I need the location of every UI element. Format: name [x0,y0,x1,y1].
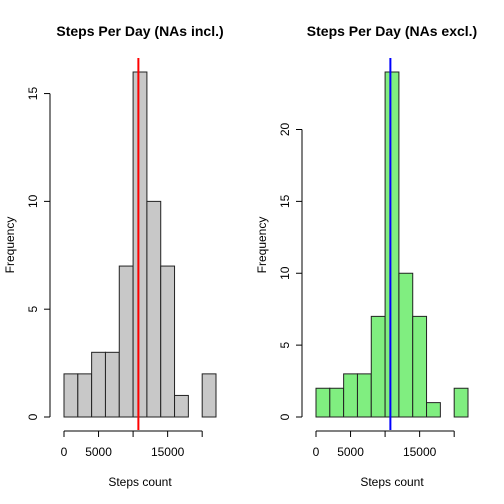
y-tick-label: 0 [26,413,40,420]
y-tick-label: 0 [278,413,292,420]
histogram-bar [91,351,106,418]
x-tick-label: 15000 [403,445,437,459]
y-tick-label: 15 [26,87,40,101]
histogram-bar [453,387,469,418]
histogram-panel-na-excluded: Steps Per Day (NAs excl.) Steps count Fr… [255,23,477,489]
y-axis: 0 5 10 15 [26,87,51,420]
histogram-bar [412,315,428,418]
histogram-bar [146,200,162,418]
histogram-panel-na-included: Steps Per Day (NAs incl.) Steps count Fr… [3,23,224,489]
histogram-bar [104,351,120,418]
histogram-bar [356,373,372,418]
histogram-bar [343,373,358,418]
histogram-bar [118,265,134,418]
chart-title: Steps Per Day (NAs excl.) [307,23,477,39]
histogram-bar [77,373,93,418]
y-tick-label: 20 [278,123,292,137]
histogram-bar [160,265,176,418]
histogram-bar [315,387,331,418]
y-tick-label: 10 [26,194,40,208]
bars [315,71,469,418]
x-axis-label: Steps count [360,475,424,489]
histogram-bar [174,394,189,418]
y-axis: 0 5 10 15 20 [278,123,303,420]
x-tick-label: 5000 [85,445,112,459]
chart-title: Steps Per Day (NAs incl.) [56,23,223,39]
histogram-bar [384,71,400,418]
y-axis-label: Frequency [255,217,269,274]
y-tick-label: 15 [278,194,292,208]
histogram-bar [329,387,345,418]
x-tick-label: 0 [313,445,320,459]
x-tick-label: 0 [61,445,68,459]
histogram-bar [132,71,148,418]
histogram-bar [370,315,386,418]
y-tick-label: 5 [278,341,292,348]
x-tick-label: 5000 [337,445,364,459]
histogram-bar [201,373,217,418]
histogram-bar [426,402,441,418]
bars [63,71,217,418]
y-axis-label: Frequency [3,217,17,274]
x-axis-label: Steps count [108,475,172,489]
x-axis: 0 5000 15000 [313,430,455,459]
x-tick-label: 15000 [151,445,185,459]
histogram-bar [63,373,79,418]
y-tick-label: 10 [278,266,292,280]
histogram-bar [398,272,414,418]
x-axis: 0 5000 15000 [61,430,203,459]
y-tick-label: 5 [26,306,40,313]
